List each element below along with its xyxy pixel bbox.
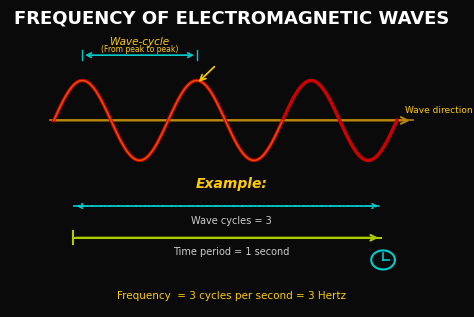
- Text: Frequency  = 3 cycles per second = 3 Hertz: Frequency = 3 cycles per second = 3 Hert…: [117, 291, 346, 301]
- Text: Wave direction: Wave direction: [405, 107, 473, 115]
- Text: FREQUENCY OF ELECTROMAGNETIC WAVES: FREQUENCY OF ELECTROMAGNETIC WAVES: [14, 10, 449, 28]
- Text: (From peak to peak): (From peak to peak): [101, 45, 178, 54]
- Text: Wave cycles = 3: Wave cycles = 3: [191, 216, 272, 226]
- Text: Time period = 1 second: Time period = 1 second: [173, 247, 290, 257]
- Text: Example:: Example:: [195, 177, 267, 191]
- Text: Wave-cycle: Wave-cycle: [110, 37, 169, 47]
